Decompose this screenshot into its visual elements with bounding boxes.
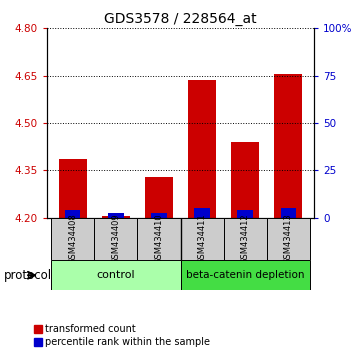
Text: GSM434409: GSM434409: [112, 213, 120, 264]
Bar: [180, 218, 223, 260]
Bar: [223, 218, 267, 260]
Bar: [180, 260, 310, 290]
Bar: [65, 210, 81, 218]
Text: GSM434411: GSM434411: [197, 213, 206, 264]
Bar: [280, 208, 296, 218]
Bar: [59, 159, 87, 218]
Text: control: control: [96, 270, 135, 280]
Legend: transformed count, percentile rank within the sample: transformed count, percentile rank withi…: [34, 325, 210, 347]
Text: GSM434410: GSM434410: [155, 213, 164, 264]
Bar: [102, 216, 130, 218]
Text: GSM434413: GSM434413: [284, 213, 293, 264]
Bar: [188, 80, 216, 218]
Bar: [108, 213, 123, 218]
Bar: [145, 177, 173, 218]
Bar: [51, 218, 94, 260]
Text: protocol: protocol: [4, 269, 52, 282]
Text: beta-catenin depletion: beta-catenin depletion: [186, 270, 304, 280]
Text: GSM434408: GSM434408: [68, 213, 77, 264]
Bar: [138, 218, 180, 260]
Title: GDS3578 / 228564_at: GDS3578 / 228564_at: [104, 12, 257, 26]
Bar: [274, 74, 302, 218]
Bar: [267, 218, 310, 260]
Bar: [194, 208, 210, 218]
Bar: [94, 218, 138, 260]
Bar: [231, 142, 259, 218]
Bar: [238, 210, 253, 218]
Bar: [151, 213, 167, 218]
Text: GSM434412: GSM434412: [241, 213, 249, 264]
Bar: [51, 260, 180, 290]
